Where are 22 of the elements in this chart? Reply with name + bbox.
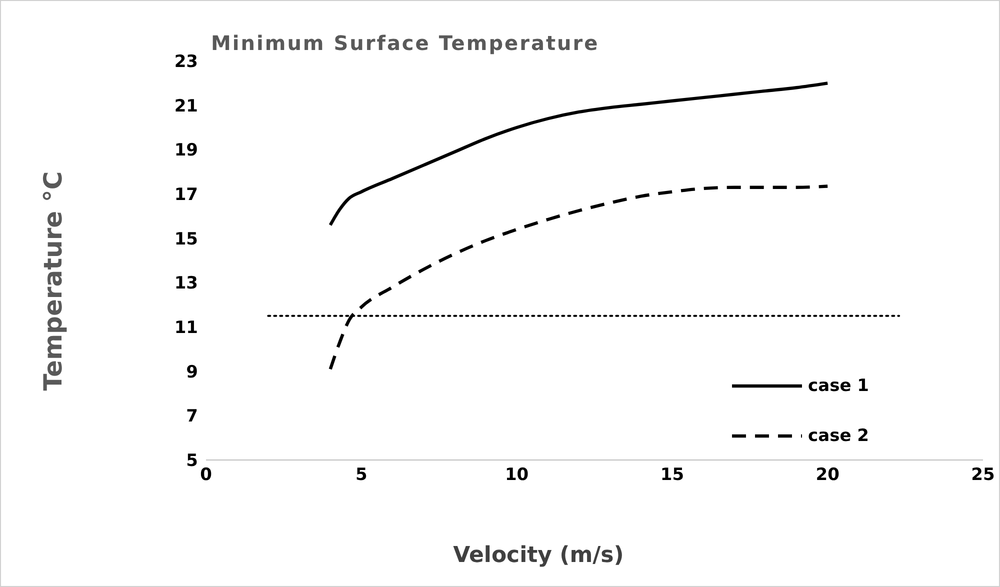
chart-title: Minimum Surface Temperature	[211, 31, 600, 55]
line-series	[328, 82, 830, 227]
y-tick-label: 23	[174, 52, 198, 72]
y-tick-label: 17	[174, 185, 198, 206]
x-tick-label: 25	[971, 465, 995, 486]
x-tick-label: 0	[200, 465, 212, 486]
y-tick-label: 21	[174, 96, 198, 116]
x-tick-label: 15	[660, 465, 684, 486]
y-tick-label: 11	[174, 318, 198, 338]
x-tick-label: 10	[504, 465, 529, 486]
y-tick-label: 9	[186, 362, 198, 382]
x-tick-label: 5	[355, 465, 368, 486]
x-tick-label: 20	[816, 465, 840, 486]
y-axis-title: Temperature °C	[38, 171, 68, 391]
y-tick-label: 13	[174, 274, 198, 294]
legend-label: case 2	[808, 426, 869, 446]
y-tick-label: 19	[174, 140, 198, 161]
y-tick-label: 5	[186, 451, 198, 472]
y-tick-label: 15	[174, 229, 198, 250]
legend-label: case 1	[808, 376, 869, 396]
y-tick-label: 7	[186, 406, 198, 427]
x-axis-title: Velocity (m/s)	[452, 543, 625, 568]
